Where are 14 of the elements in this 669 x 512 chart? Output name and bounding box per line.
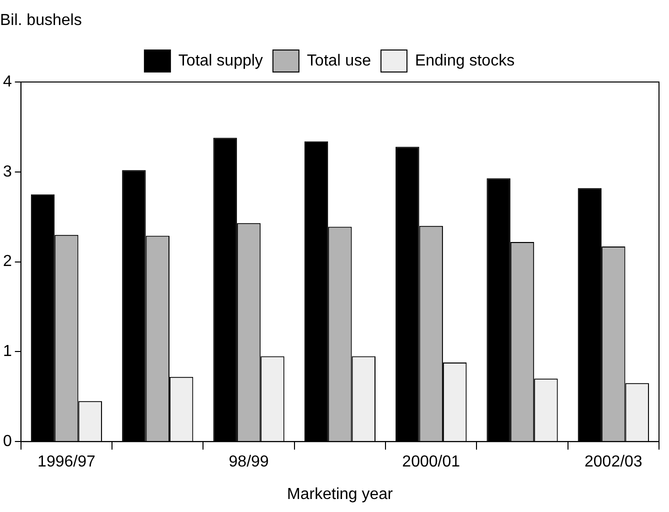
x-tick-label: 1996/97 xyxy=(38,454,96,471)
y-tick-label: 2 xyxy=(2,253,12,270)
y-tick-label: 0 xyxy=(2,433,12,450)
x-tick-label: 2002/03 xyxy=(584,454,642,471)
legend-label: Ending stocks xyxy=(414,52,515,70)
y-tick-label: 4 xyxy=(2,73,12,90)
y-tick-label: 1 xyxy=(2,343,12,360)
x-axis-title: Marketing year xyxy=(287,486,394,503)
legend-label: Total use xyxy=(306,52,372,70)
y-axis-title: Bil. bushels xyxy=(0,12,82,30)
y-tick-label: 3 xyxy=(2,163,12,180)
x-tick-label: 2000/01 xyxy=(402,454,460,471)
x-tick-label: 98/99 xyxy=(228,454,269,471)
legend-label: Total supply xyxy=(178,52,263,70)
